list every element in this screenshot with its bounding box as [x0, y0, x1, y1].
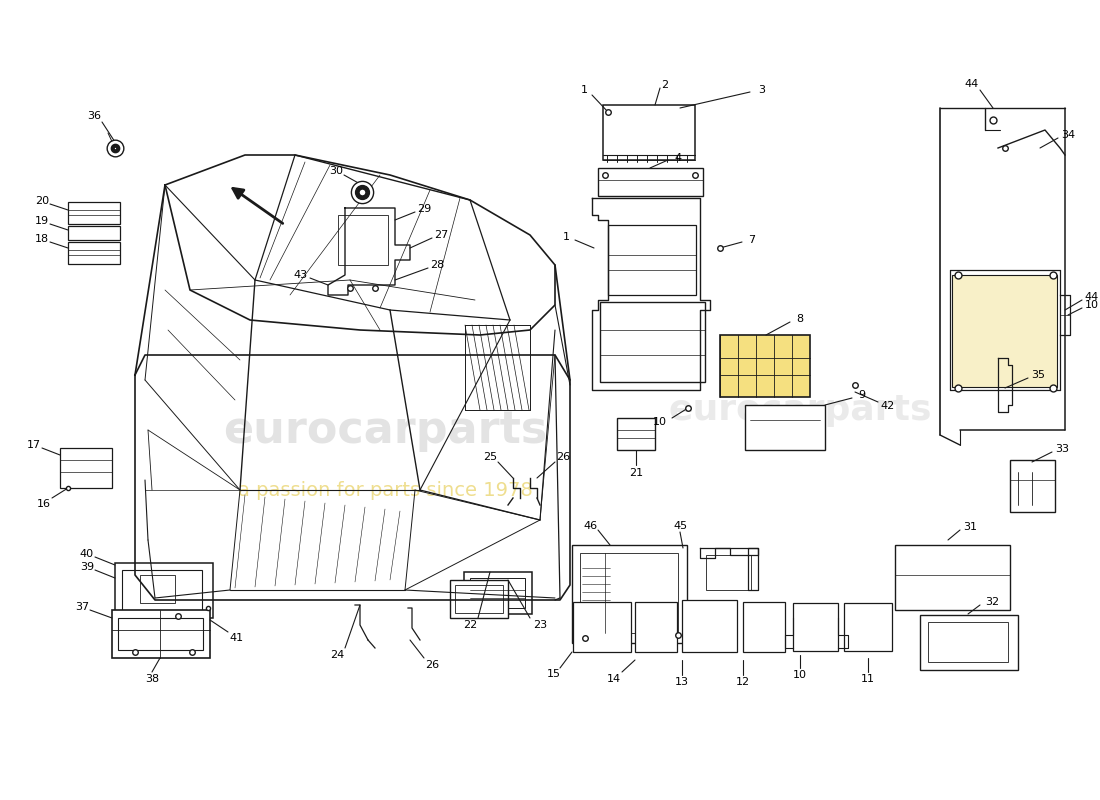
Text: 10: 10 — [653, 417, 667, 427]
Bar — [450, 580, 508, 618]
Text: 44: 44 — [965, 79, 979, 89]
Text: 15: 15 — [547, 669, 561, 679]
Text: 22: 22 — [463, 620, 477, 630]
Bar — [720, 335, 810, 397]
Bar — [603, 105, 695, 160]
Text: 3: 3 — [759, 85, 766, 95]
Text: 33: 33 — [1055, 444, 1069, 454]
Bar — [598, 168, 703, 196]
Text: 8: 8 — [796, 314, 804, 324]
Bar — [895, 545, 1010, 610]
Text: 2: 2 — [661, 80, 669, 90]
Text: 20: 20 — [35, 196, 50, 206]
Text: eurocarparts: eurocarparts — [669, 393, 932, 427]
Bar — [742, 602, 785, 652]
Bar — [793, 603, 838, 651]
Text: 41: 41 — [229, 633, 243, 643]
Text: 25: 25 — [483, 452, 497, 462]
Bar — [682, 600, 737, 652]
Bar — [580, 553, 678, 633]
Text: 14: 14 — [607, 674, 621, 684]
Text: 43: 43 — [294, 270, 308, 280]
Text: 32: 32 — [984, 597, 999, 607]
Text: 26: 26 — [556, 452, 570, 462]
Text: 7: 7 — [748, 235, 756, 245]
Text: 30: 30 — [329, 166, 343, 176]
Bar — [608, 225, 696, 295]
Bar — [464, 572, 532, 614]
Bar — [470, 578, 525, 608]
Text: 12: 12 — [736, 677, 750, 687]
Text: 27: 27 — [433, 230, 448, 240]
Bar — [572, 545, 688, 643]
Bar — [122, 570, 202, 612]
Bar — [706, 555, 751, 590]
Bar — [60, 448, 112, 488]
Text: 18: 18 — [35, 234, 50, 244]
Text: 11: 11 — [861, 674, 875, 684]
Bar — [573, 602, 631, 652]
Bar — [140, 575, 175, 603]
Bar — [920, 615, 1018, 670]
Text: 21: 21 — [629, 468, 644, 478]
Text: 46: 46 — [583, 521, 597, 531]
Text: 10: 10 — [793, 670, 807, 680]
Bar — [68, 226, 120, 240]
Text: 44: 44 — [1085, 292, 1099, 302]
Text: 35: 35 — [1031, 370, 1045, 380]
Text: 28: 28 — [430, 260, 444, 270]
Text: 19: 19 — [35, 216, 50, 226]
Text: eurocarparts: eurocarparts — [223, 409, 547, 451]
Text: 38: 38 — [145, 674, 160, 684]
Bar — [68, 242, 120, 264]
Bar — [68, 202, 120, 224]
Bar — [745, 405, 825, 450]
Bar — [112, 610, 210, 658]
Text: 9: 9 — [858, 390, 866, 400]
Text: 23: 23 — [532, 620, 547, 630]
Bar — [116, 563, 213, 618]
Text: 1: 1 — [562, 232, 570, 242]
Bar — [844, 603, 892, 651]
Bar — [455, 585, 503, 613]
Text: 45: 45 — [673, 521, 688, 531]
Text: 17: 17 — [26, 440, 41, 450]
Text: 34: 34 — [1060, 130, 1075, 140]
Text: 16: 16 — [37, 499, 51, 509]
Bar — [600, 302, 705, 382]
Text: 36: 36 — [87, 111, 101, 121]
Bar — [952, 275, 1057, 387]
Text: 31: 31 — [962, 522, 977, 532]
Text: 24: 24 — [330, 650, 344, 660]
Text: 29: 29 — [417, 204, 431, 214]
Text: 13: 13 — [675, 677, 689, 687]
Bar — [928, 622, 1008, 662]
Bar — [338, 215, 388, 265]
Bar — [118, 618, 204, 650]
Bar — [1010, 460, 1055, 512]
Text: 1: 1 — [581, 85, 587, 95]
Bar — [635, 602, 676, 652]
Bar — [617, 418, 654, 450]
Text: 4: 4 — [674, 153, 682, 163]
Text: a passion for parts since 1978: a passion for parts since 1978 — [238, 481, 532, 499]
Text: 42: 42 — [881, 401, 895, 411]
Text: 40: 40 — [80, 549, 95, 559]
Text: 10: 10 — [1085, 300, 1099, 310]
Text: 39: 39 — [80, 562, 95, 572]
Text: 37: 37 — [75, 602, 89, 612]
Text: 26: 26 — [425, 660, 439, 670]
